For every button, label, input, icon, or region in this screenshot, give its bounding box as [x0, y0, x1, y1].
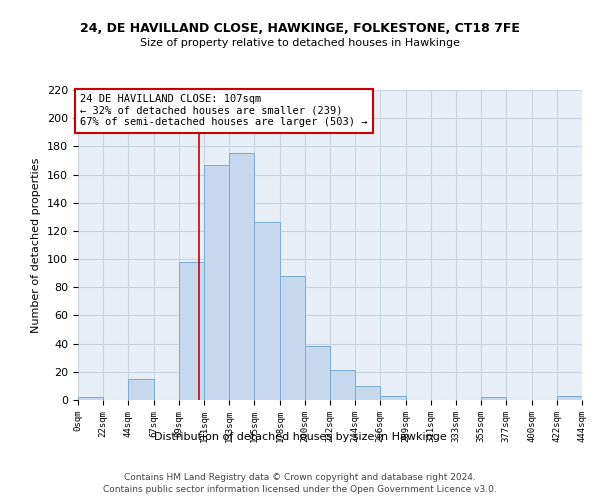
Text: Distribution of detached houses by size in Hawkinge: Distribution of detached houses by size … — [154, 432, 446, 442]
Text: 24, DE HAVILLAND CLOSE, HAWKINGE, FOLKESTONE, CT18 7FE: 24, DE HAVILLAND CLOSE, HAWKINGE, FOLKES… — [80, 22, 520, 36]
Text: Contains HM Land Registry data © Crown copyright and database right 2024.: Contains HM Land Registry data © Crown c… — [124, 472, 476, 482]
Text: Size of property relative to detached houses in Hawkinge: Size of property relative to detached ho… — [140, 38, 460, 48]
Bar — [254, 222, 280, 400]
Bar — [204, 164, 229, 400]
Y-axis label: Number of detached properties: Number of detached properties — [31, 158, 41, 332]
Bar — [557, 396, 582, 400]
Bar — [78, 397, 103, 400]
Bar — [380, 396, 406, 400]
Bar — [229, 154, 254, 400]
Bar — [280, 276, 305, 400]
Bar — [128, 379, 154, 400]
Bar — [330, 370, 355, 400]
Bar — [355, 386, 380, 400]
Bar — [179, 262, 204, 400]
Bar — [305, 346, 330, 400]
Text: 24 DE HAVILLAND CLOSE: 107sqm
← 32% of detached houses are smaller (239)
67% of : 24 DE HAVILLAND CLOSE: 107sqm ← 32% of d… — [80, 94, 368, 128]
Text: Contains public sector information licensed under the Open Government Licence v3: Contains public sector information licen… — [103, 485, 497, 494]
Bar — [481, 397, 506, 400]
